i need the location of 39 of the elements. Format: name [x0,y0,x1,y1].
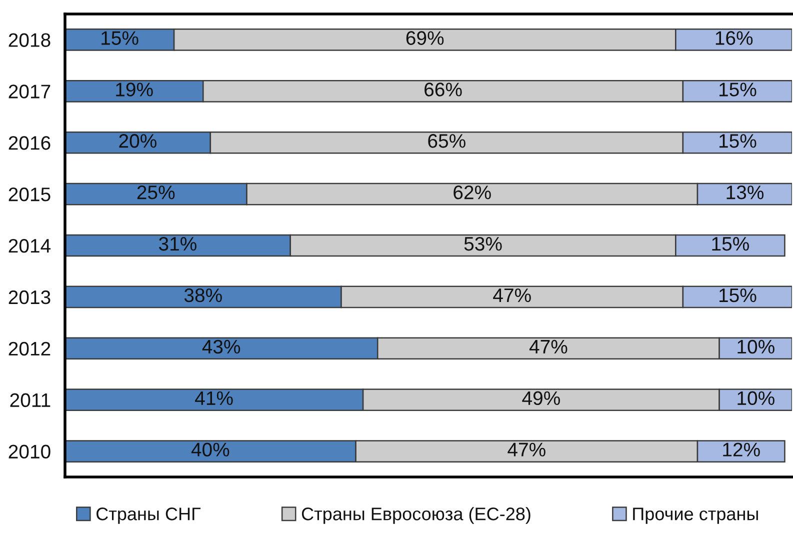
y-tick-label: 2015 [8,188,50,202]
y-tick-label: 2011 [10,393,50,408]
data-label: 15% [712,237,749,251]
legend-label: Страны СНГ [96,508,200,524]
data-label: 12% [723,442,760,456]
legend-label: Страны Евросоюза (ЕС-28) [302,507,530,524]
data-label: 19% [116,82,153,96]
y-tick-label: 2012 [8,342,50,356]
data-label: 53% [464,236,502,251]
data-label: 25% [137,186,175,200]
y-tick-label: 2018 [8,33,50,47]
data-label: 13% [726,186,764,200]
data-label: 69% [406,31,444,45]
data-label: 16% [716,31,753,45]
data-label: 40% [191,442,230,456]
y-tick-label: 2010 [8,444,50,459]
data-label: 47% [493,288,531,302]
legend-label: Прочие страны [633,508,758,524]
y-tick-label: 2016 [8,136,50,150]
data-label: 15% [720,82,756,96]
data-label: 43% [202,340,240,354]
data-label: 49% [522,391,560,406]
data-label: 31% [158,236,196,251]
data-label: 15% [720,134,756,148]
data-label: 47% [529,340,568,354]
y-tick-label: 2014 [8,238,51,253]
data-label: 41% [195,391,233,405]
data-label: 38% [184,288,222,302]
data-label: 10% [738,391,774,406]
data-label: 65% [428,134,466,148]
data-label: 20% [119,134,156,148]
y-tick-label: 2013 [8,290,50,304]
data-label: 10% [738,340,774,354]
data-label: 66% [424,82,462,96]
data-label: 15% [102,31,138,45]
data-label: 47% [508,442,546,456]
data-label: 62% [454,186,491,200]
data-label: 15% [720,288,756,302]
y-tick-label: 2017 [8,84,50,98]
